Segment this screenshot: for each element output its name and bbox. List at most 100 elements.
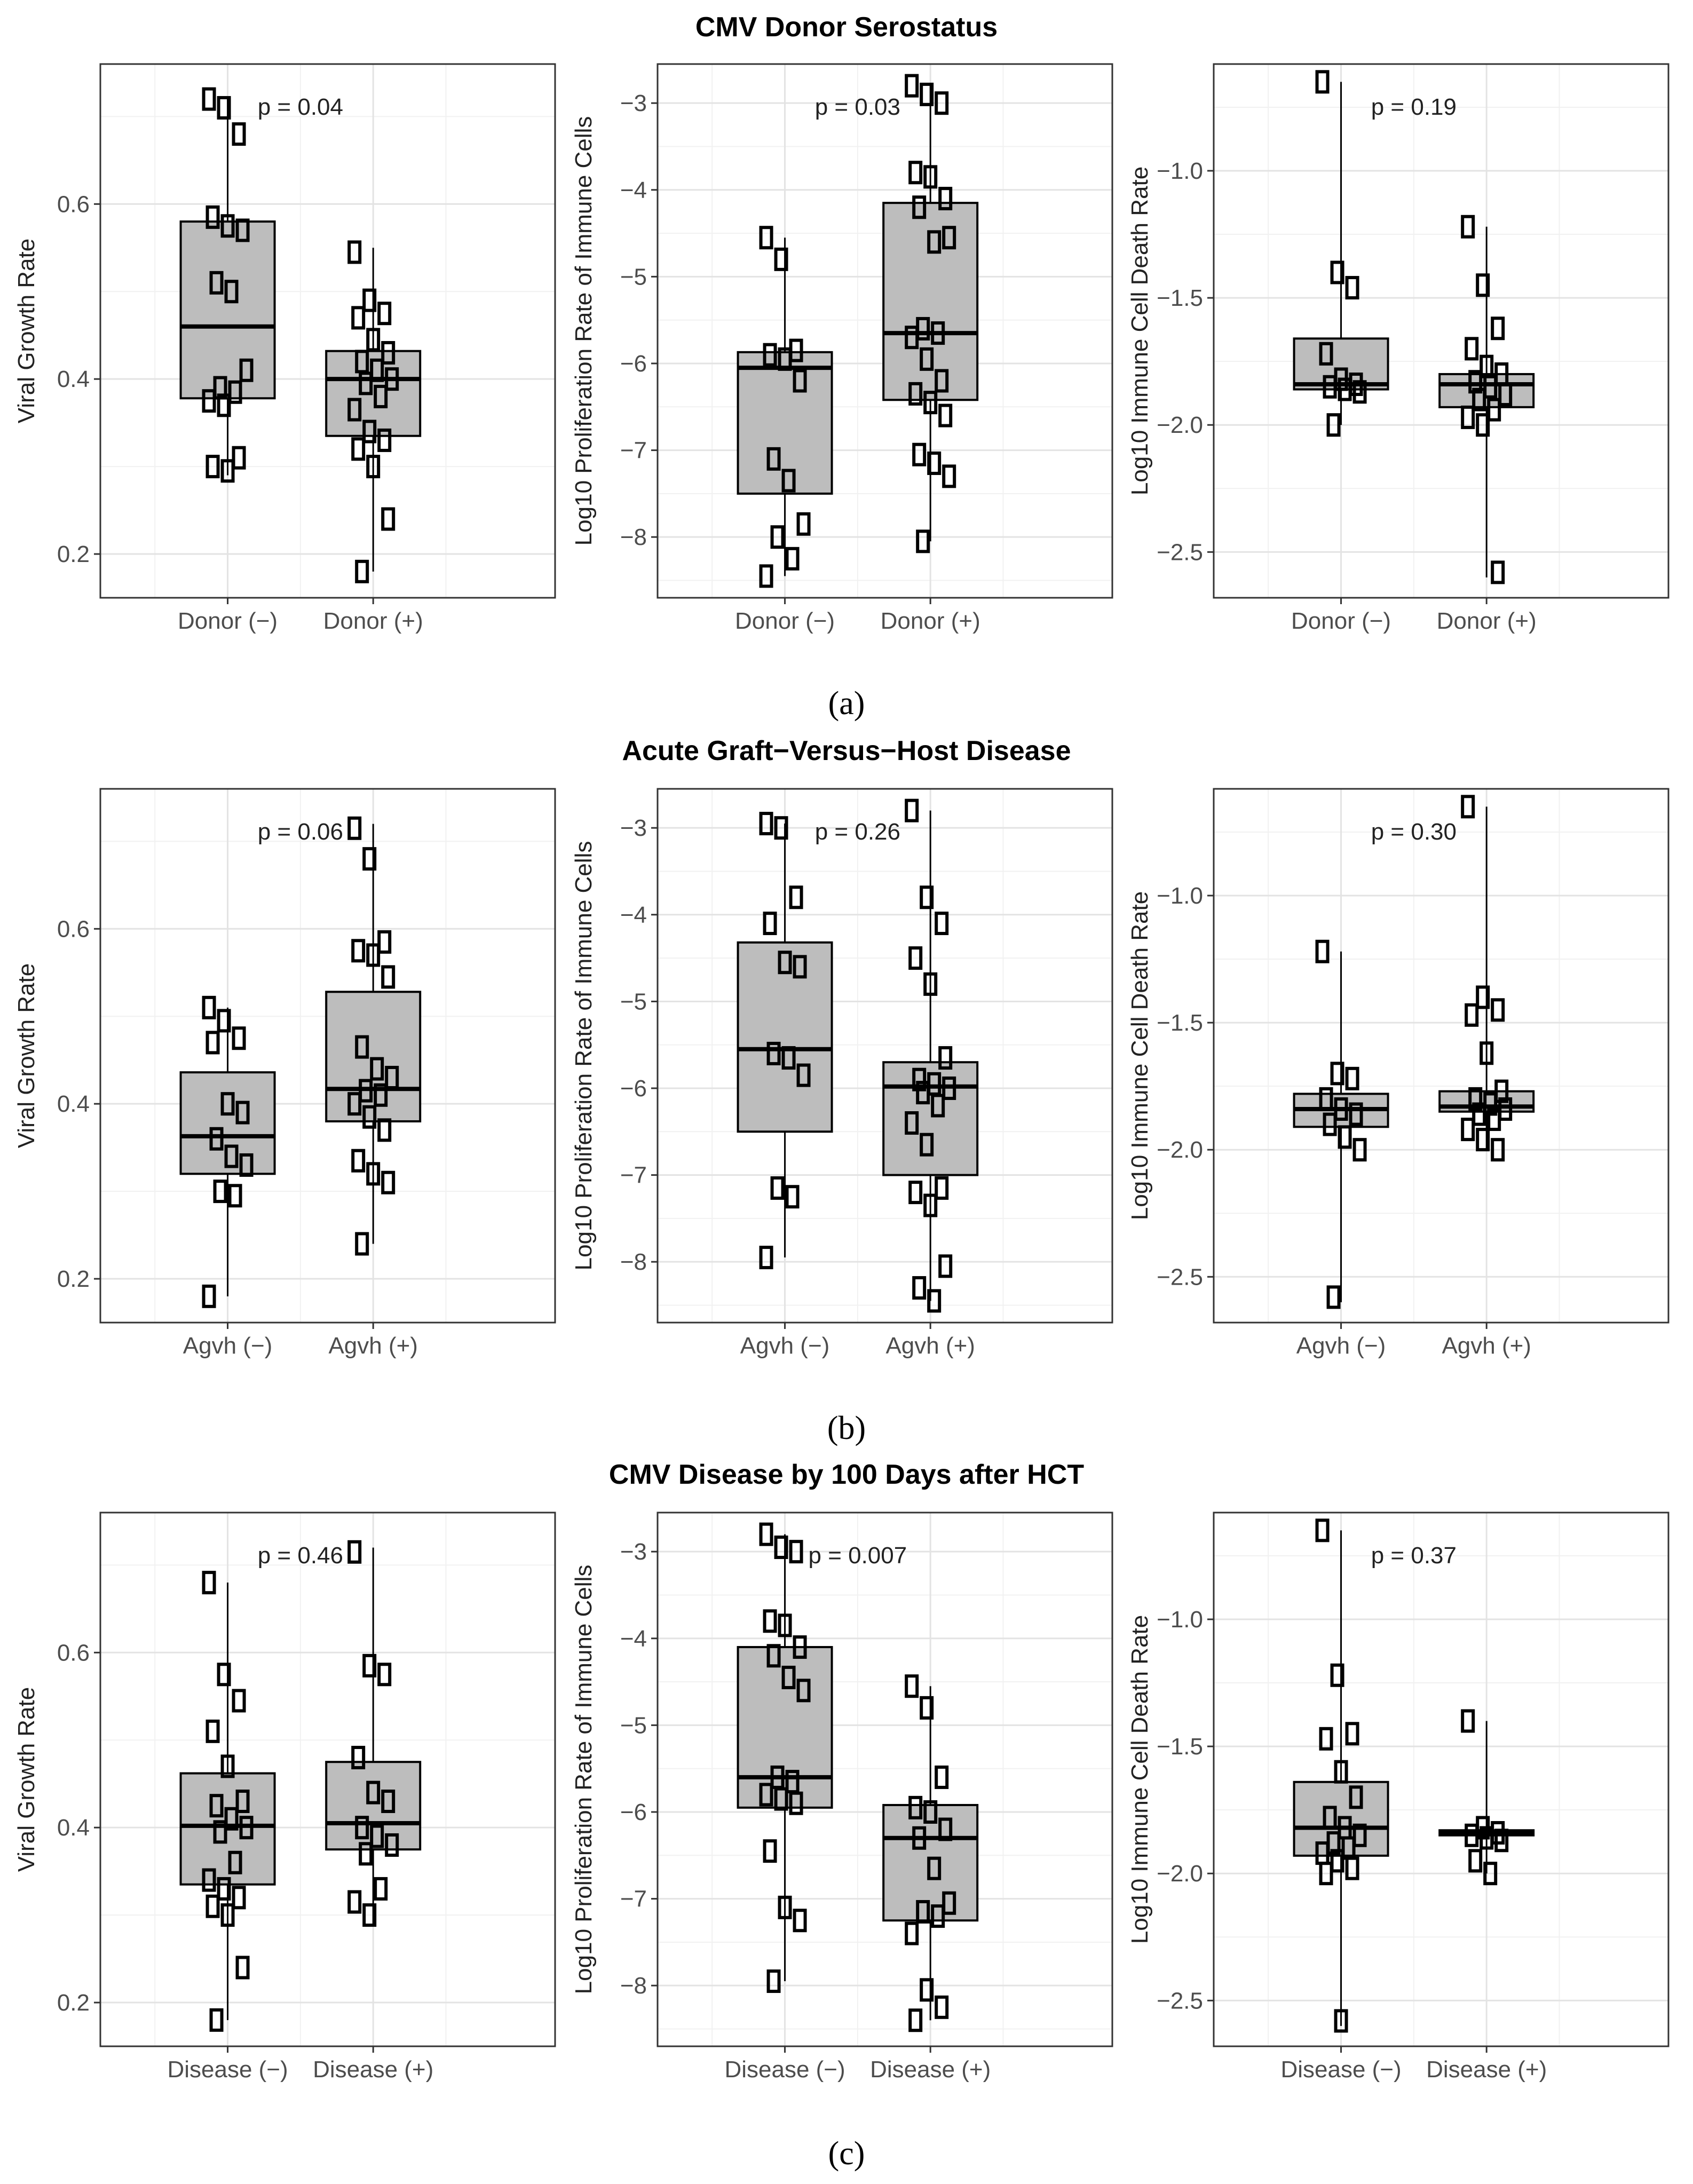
data-point [1323, 1112, 1337, 1136]
panel-border [99, 1512, 556, 2047]
p-value-label: p = 0.30 [1371, 819, 1457, 845]
data-point [1476, 985, 1490, 1009]
data-point [759, 1522, 773, 1546]
y-tick-label: −1.0 [1157, 1607, 1203, 1633]
data-point [377, 1118, 392, 1142]
y-tick-label: −3 [620, 90, 647, 116]
data-point [793, 1635, 807, 1659]
data-point [224, 280, 239, 304]
data-point [916, 529, 930, 553]
data-point [202, 1868, 216, 1892]
data-point [908, 2008, 923, 2032]
data-point [347, 240, 362, 264]
panel-border [1213, 1512, 1670, 2047]
data-point [1487, 1107, 1501, 1131]
data-point [347, 1092, 362, 1116]
data-point [935, 91, 949, 115]
data-point [370, 358, 384, 382]
data-point [224, 1144, 239, 1168]
data-point [1323, 1806, 1337, 1830]
data-point [931, 321, 945, 345]
data-point [217, 393, 231, 417]
data-point [1319, 1727, 1333, 1751]
box-body [737, 941, 833, 1133]
data-point [232, 122, 246, 146]
data-point [362, 1903, 377, 1927]
data-point [228, 1850, 242, 1874]
data-point [205, 1719, 220, 1743]
x-tick-label: Donor (+) [323, 608, 423, 634]
data-point [224, 1807, 239, 1831]
data-point [239, 358, 254, 382]
data-point [213, 1820, 227, 1844]
x-tick-label: Agvh (−) [183, 1333, 273, 1359]
data-point [381, 1789, 395, 1813]
y-tick-label: 0.6 [57, 1640, 90, 1666]
y-tick-label: −7 [620, 1886, 647, 1912]
panels-layer: 0.2 0.4 0.6 Donor (−) Donor (+) Viral Growth … [13, 63, 1670, 2083]
y-tick-label: −2.5 [1157, 1264, 1203, 1290]
data-point [209, 1794, 224, 1818]
data-point [1330, 1663, 1344, 1687]
y-tick-label: −8 [620, 524, 647, 550]
data-point [1349, 1102, 1363, 1126]
data-point [351, 437, 366, 461]
section-title-a: CMV Donor Serostatus [695, 12, 998, 43]
section-title-b: Acute Graft−Versus−Host Disease [622, 735, 1071, 766]
data-point [1352, 1138, 1367, 1162]
data-point [927, 451, 942, 475]
x-tick-label: Agvh (−) [1296, 1333, 1386, 1359]
x-tick-label: Donor (−) [1291, 608, 1391, 634]
panel-0-0: 0.2 0.4 0.6 Donor (−) Donor (+) Viral Growth … [13, 63, 556, 634]
data-point [781, 1046, 796, 1070]
data-point [920, 885, 934, 909]
y-axis-title: Viral Growth Rate [13, 963, 39, 1148]
data-point [220, 1092, 235, 1116]
data-point [377, 428, 392, 452]
data-point [770, 525, 785, 549]
data-point [923, 391, 938, 415]
data-point [366, 455, 381, 479]
panel-border [656, 1512, 1113, 2047]
y-tick-label: −2.5 [1157, 1988, 1203, 2014]
data-point [1334, 1097, 1348, 1121]
x-tick-label: Disease (−) [167, 2056, 288, 2083]
data-point [923, 1800, 938, 1824]
data-point [766, 1969, 781, 1993]
x-tick-label: Disease (−) [1280, 2056, 1401, 2083]
data-point [205, 1894, 220, 1918]
data-point [1338, 1125, 1352, 1149]
data-point [905, 326, 919, 350]
data-point [239, 1816, 254, 1840]
data-point [1326, 1285, 1341, 1309]
panel-1-1: −8 −7 −6 −5 −4 −3 Agvh (−) Agvh (+) Log10 Prolif… [571, 788, 1113, 1359]
data-point [916, 1900, 930, 1924]
data-point [347, 816, 362, 840]
data-point [202, 87, 216, 111]
data-point [923, 1193, 938, 1217]
panel-border [99, 63, 556, 599]
data-point [763, 343, 777, 367]
data-point [232, 1026, 246, 1050]
panel-1-0: 0.2 0.4 0.6 Agvh (−) Agvh (+) Viral Growth Ra… [13, 788, 556, 1359]
caption-c: (c) [828, 2135, 865, 2172]
data-point [766, 1041, 781, 1065]
data-point [935, 912, 949, 936]
panel-border [1213, 63, 1670, 599]
x-tick-label: Donor (+) [1437, 608, 1537, 634]
data-point [220, 459, 235, 483]
data-point [217, 96, 231, 120]
data-point [778, 951, 792, 975]
data-point [1494, 1829, 1509, 1853]
data-point [923, 165, 938, 189]
panel-border [99, 788, 556, 1324]
data-point [759, 564, 773, 588]
data-point [796, 1063, 811, 1087]
data-point [1319, 1087, 1333, 1111]
data-point [235, 218, 250, 242]
y-tick-label: −2.0 [1157, 1137, 1203, 1163]
data-point [1480, 1826, 1494, 1850]
x-tick-label: Disease (+) [870, 2056, 991, 2083]
data-point [938, 403, 953, 428]
